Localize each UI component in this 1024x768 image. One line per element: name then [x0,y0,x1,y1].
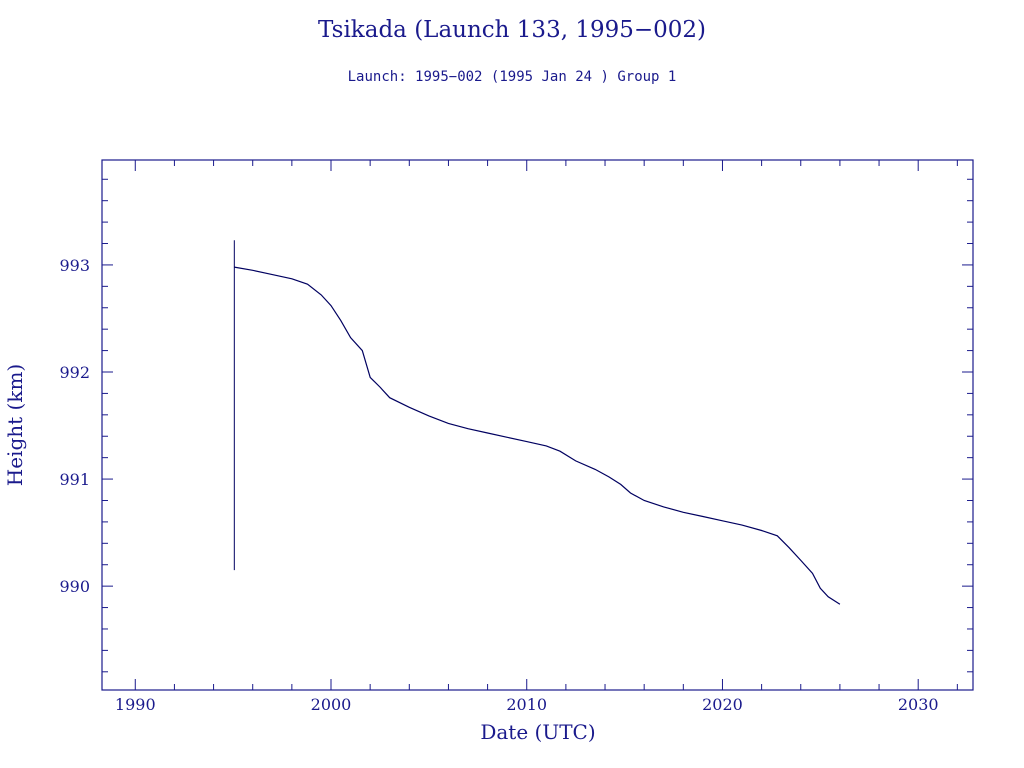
series-line-height [234,266,841,605]
chart-title: Tsikada (Launch 133, 1995−002) [318,17,706,43]
x-axis-label: Date (UTC) [480,720,595,744]
chart-subtitle: Launch: 1995−002 (1995 Jan 24 ) Group 1 [348,69,677,85]
x-tick-label: 1990 [115,695,156,714]
axis-ticks [102,160,973,690]
y-axis-label: Height (km) [3,364,27,486]
x-tick-label: 2000 [311,695,352,714]
tick-labels: 1990 2000 2010 2020 2030 990 991 992 993 [59,256,938,714]
x-tick-label: 2010 [506,695,547,714]
y-tick-label: 990 [59,577,90,596]
plot-frame [101,159,974,691]
y-tick-label: 991 [59,470,90,489]
y-tick-label: 993 [59,256,90,275]
x-tick-label: 2030 [898,695,939,714]
y-tick-label: 992 [59,363,90,382]
x-tick-label: 2020 [702,695,743,714]
